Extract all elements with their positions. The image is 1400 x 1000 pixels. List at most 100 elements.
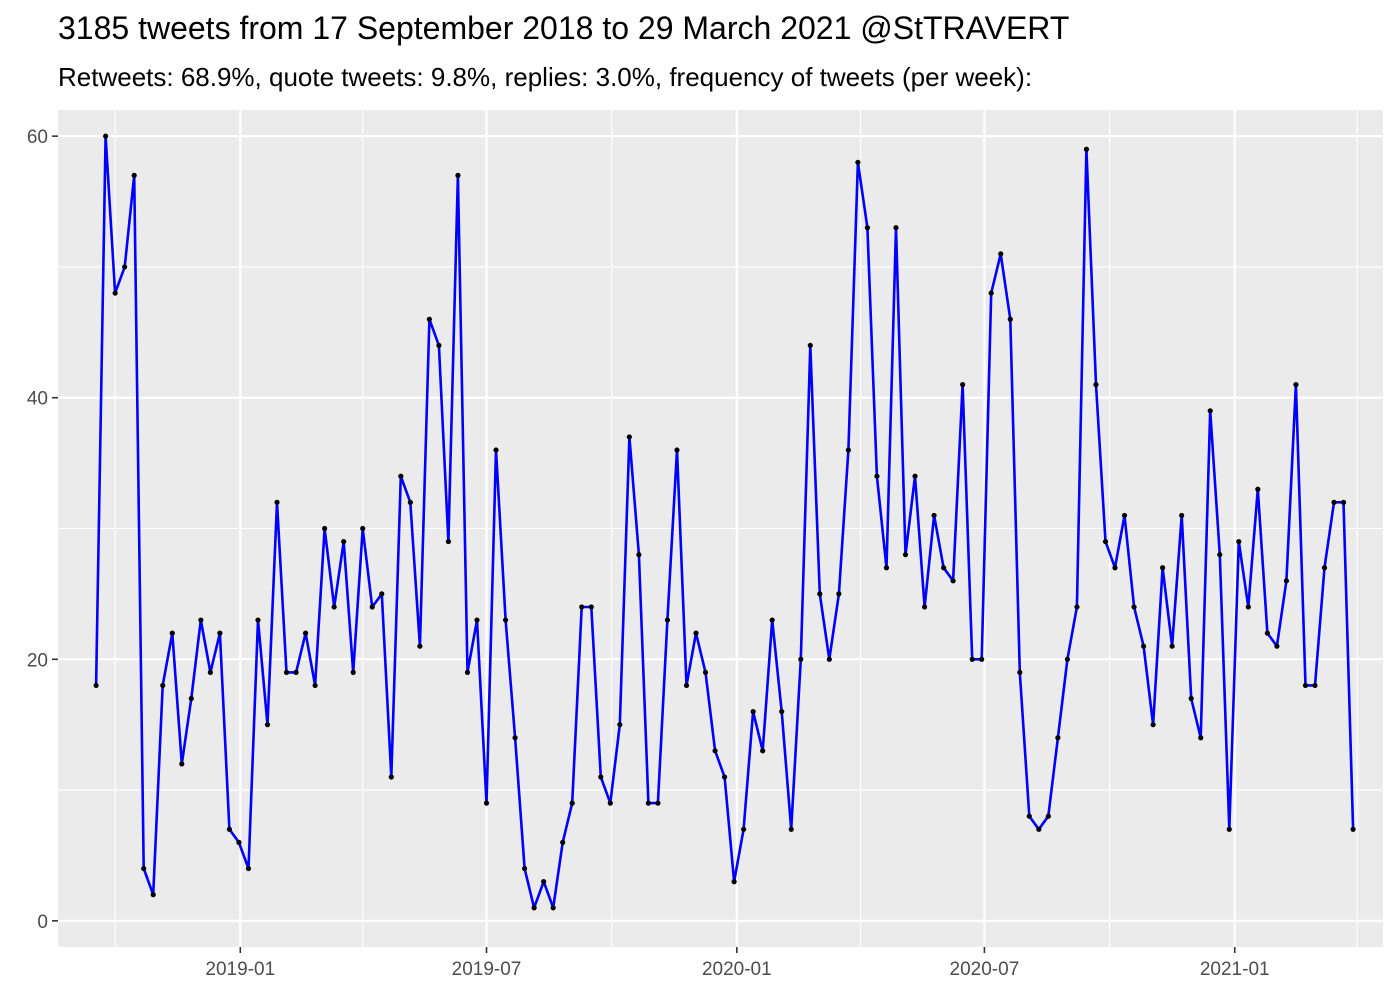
data-point [1245,604,1251,610]
data-point [1207,408,1213,414]
data-point [1112,565,1118,571]
data-point [750,708,756,715]
data-point [445,538,452,545]
data-point [1255,486,1261,492]
chart-subtitle: Retweets: 68.9%, quote tweets: 9.8%, rep… [58,62,1033,92]
x-tick-label: 2019-01 [205,959,275,980]
data-point [331,604,337,610]
data-point [693,630,699,636]
data-point [1102,538,1109,545]
data-point [179,761,185,767]
data-point [322,525,328,532]
data-point [1017,669,1023,675]
data-point [931,512,937,519]
data-point [207,669,213,675]
data-point [1131,604,1137,610]
data-point [341,538,347,545]
data-point [845,447,851,453]
major-gridlines [58,110,1383,947]
data-point [579,604,585,610]
data-point [150,892,156,898]
data-point [417,643,423,649]
data-point [912,473,918,479]
data-point [817,591,823,597]
data-point [169,630,175,636]
data-point [541,879,547,885]
data-point [512,735,518,741]
y-tick-label: 0 [37,912,48,933]
data-point [636,552,642,558]
data-point [188,695,194,702]
data-point [398,473,404,479]
data-point [474,617,480,623]
data-point [502,617,509,623]
data-point [226,826,233,832]
data-point [1045,813,1051,819]
data-point [236,839,242,845]
data-point [274,499,280,505]
data-point [607,800,613,806]
data-point [464,669,471,675]
data-point [798,656,804,662]
data-point [1293,382,1299,388]
data-point [664,617,671,623]
chart-title: 3185 tweets from 17 September 2018 to 29… [58,10,1070,46]
data-point [588,604,594,610]
data-point [264,722,271,728]
data-point [902,552,909,558]
data-point [921,604,928,610]
axis-tick-labels: 0 20 40 60 2019-01 2019-07 2020-01 2020-07 2021-… [27,127,1270,980]
data-point [531,905,537,911]
data-point [712,748,718,754]
data-point [864,225,871,231]
data-point [721,774,728,780]
data-point [950,578,956,584]
data-point [1036,826,1042,832]
data-point [893,225,899,231]
data-point [941,565,947,571]
data-point [198,617,204,623]
data-point [131,172,137,178]
data-point [1150,722,1156,728]
data-point [702,669,709,675]
data-point [283,669,290,675]
data-point [1160,565,1166,571]
y-tick-label: 60 [27,127,48,148]
data-point [741,826,747,832]
data-point [1236,538,1242,545]
data-point [1340,499,1347,505]
data-point [103,133,109,139]
data-point [1007,316,1013,322]
data-point [731,879,737,885]
data-point [826,656,832,662]
data-point [1169,643,1175,649]
data-point [1331,499,1337,505]
data-point [1283,578,1290,584]
data-point [483,800,490,806]
data-point [350,669,356,675]
data-point [969,656,975,662]
y-tick-label: 40 [27,389,48,410]
data-point [1274,643,1280,649]
data-point [407,499,413,505]
data-point [293,669,299,675]
data-point [598,774,604,780]
data-point [626,434,632,440]
data-point [93,682,99,689]
data-point [1074,604,1080,610]
data-point [312,682,318,689]
data-point [998,251,1004,257]
data-point [426,316,432,322]
axis-ticks [52,135,1236,953]
data-point [855,159,861,165]
data-point [1198,735,1204,741]
data-point [1321,565,1328,571]
data-point [1217,552,1223,558]
data-point [1350,826,1356,832]
data-point [1121,512,1128,519]
data-point [1179,512,1185,519]
data-point [1226,826,1232,832]
data-point [683,682,690,689]
data-point [988,290,994,296]
